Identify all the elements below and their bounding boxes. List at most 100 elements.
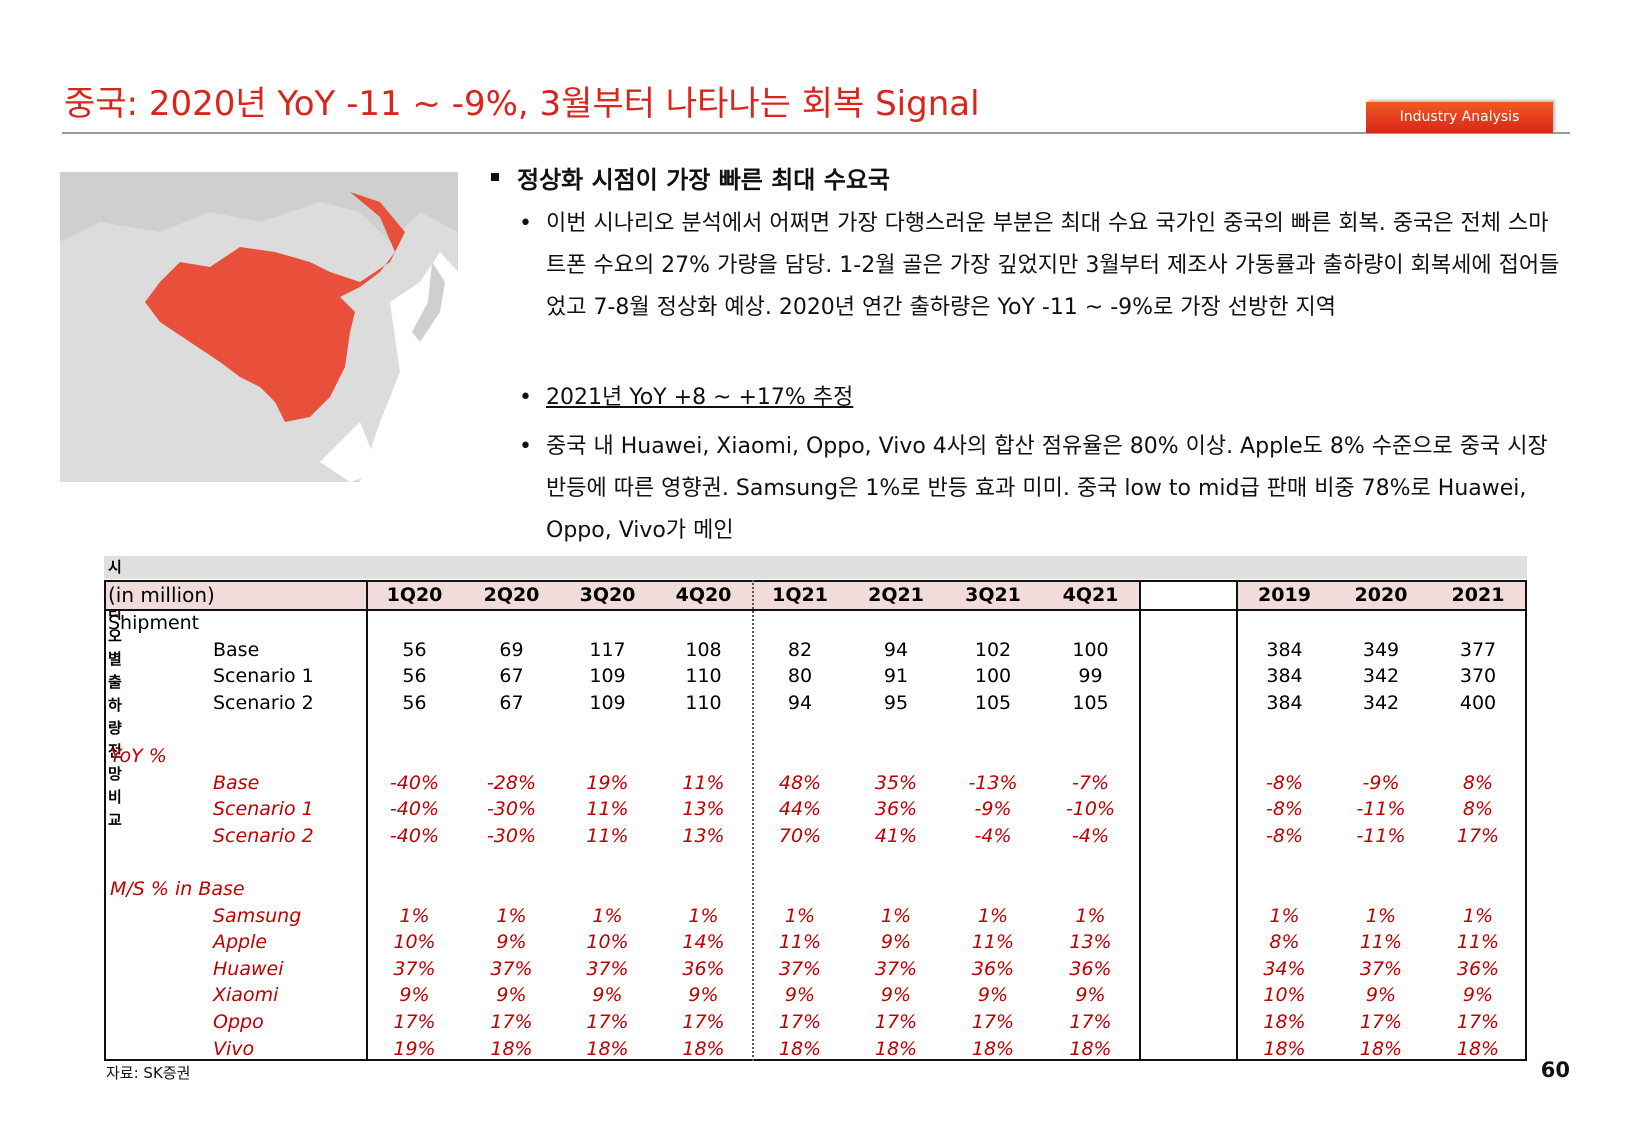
table-cell: 370 xyxy=(1459,665,1497,688)
table-cell: -8% xyxy=(1266,798,1303,821)
table-cell: 384 xyxy=(1266,665,1303,688)
table-cell: 10% xyxy=(586,931,629,954)
table-caption: 시나리오별 출하량 전망 비교 xyxy=(108,558,122,829)
table-cell: 48% xyxy=(778,771,822,794)
column-header: 2019 xyxy=(1258,584,1311,606)
column-header: 2Q21 xyxy=(868,584,924,606)
table-cell: -11% xyxy=(1356,798,1406,821)
table-cell: 80 xyxy=(787,665,813,688)
table-cell: 1% xyxy=(1365,904,1397,927)
table-cell: -4% xyxy=(1072,824,1109,847)
table-cell: 36% xyxy=(1456,957,1500,980)
table-cell: 18% xyxy=(490,1037,533,1060)
table-cell: 1% xyxy=(784,904,816,927)
table-cell: 13% xyxy=(682,824,725,847)
table-cell: -40% xyxy=(389,824,440,847)
header-bg xyxy=(560,580,655,609)
header-bg xyxy=(104,580,366,609)
column-rule xyxy=(366,580,368,1061)
table-cell: -30% xyxy=(486,798,537,821)
page-number: 60 xyxy=(1540,1058,1570,1082)
header-bg xyxy=(848,580,944,609)
table-cell: 100 xyxy=(974,665,1012,688)
table-cell: 9% xyxy=(496,984,527,1007)
table-cell: 8% xyxy=(1269,931,1300,954)
row-label: Samsung xyxy=(213,904,302,927)
table-cell: 1% xyxy=(1075,904,1106,927)
table-cell: 18% xyxy=(1263,1037,1306,1060)
column-header: 2020 xyxy=(1354,584,1408,606)
header-bg xyxy=(463,580,560,609)
row-label: Base xyxy=(213,638,260,661)
table-cell: 56 xyxy=(402,665,427,688)
table-cell: 1% xyxy=(496,904,527,927)
table-cell: 99 xyxy=(1078,665,1103,688)
table-cell: 109 xyxy=(589,665,626,688)
table-cell: 17% xyxy=(1456,1011,1500,1033)
table-cell: 109 xyxy=(589,691,626,714)
table-cell: 9% xyxy=(592,984,623,1007)
table-cell: -40% xyxy=(389,771,440,794)
table-cell: 11% xyxy=(1359,931,1403,954)
table-cell: 117 xyxy=(589,638,626,661)
row-label: Vivo xyxy=(213,1037,255,1060)
table-cell: 18% xyxy=(971,1037,1015,1060)
header-bg xyxy=(366,580,463,609)
section-title: Shipment xyxy=(108,612,200,634)
bullet-text: 중국 내 Huawei, Xiaomi, Oppo, Vivo 4사의 합산 점… xyxy=(546,434,1548,543)
section-title: M/S % in Base xyxy=(110,878,245,900)
table-cell: -28% xyxy=(486,771,537,794)
column-header: 1Q20 xyxy=(386,584,443,606)
bullet-dot: • xyxy=(519,434,532,459)
table-cell: 70% xyxy=(778,824,822,847)
table-cell: 18% xyxy=(682,1037,725,1060)
table-cell: 1% xyxy=(592,904,623,927)
column-header: 2021 xyxy=(1451,584,1505,606)
table-cell: 9% xyxy=(880,984,912,1007)
section-heading: 정상화 시점이 가장 빠른 최대 수요국 xyxy=(517,166,890,194)
table-cell: 11% xyxy=(586,798,629,821)
table-cell: -13% xyxy=(968,771,1018,794)
column-header: 3Q20 xyxy=(579,584,636,606)
table-cell: 384 xyxy=(1266,691,1303,714)
table-cell: 37% xyxy=(778,957,822,980)
table-border xyxy=(104,580,1527,1061)
table-cell: 17% xyxy=(490,1011,533,1033)
table-cell: -4% xyxy=(974,824,1012,847)
unit-label: (in million) xyxy=(108,583,215,607)
table-cell: -30% xyxy=(486,824,537,847)
header-bg xyxy=(1333,580,1429,609)
table-cell: 100 xyxy=(1072,638,1109,661)
table-cell: 102 xyxy=(974,638,1012,661)
table-cell: 1% xyxy=(880,904,912,927)
table-cell: 9% xyxy=(1075,984,1106,1007)
table-cell: 36% xyxy=(971,957,1015,980)
column-header: 4Q21 xyxy=(1062,584,1119,606)
table-cell: 11% xyxy=(682,771,725,794)
bullet-dot: • xyxy=(519,211,532,236)
table-cell: 9% xyxy=(496,931,527,954)
table-cell: 17% xyxy=(1069,1011,1112,1033)
table-cell: 10% xyxy=(1263,984,1306,1007)
table-cell: 9% xyxy=(399,984,430,1007)
table-cell: 56 xyxy=(402,638,427,661)
table-cell: 82 xyxy=(787,638,813,661)
table-cell: 18% xyxy=(586,1037,629,1060)
table-cell: 9% xyxy=(688,984,719,1007)
table-cell: 67 xyxy=(499,665,524,688)
section-title: YoY % xyxy=(110,745,167,767)
table-cell: 69 xyxy=(499,638,524,661)
table-cell: 1% xyxy=(688,904,719,927)
table-cell: 13% xyxy=(1069,931,1112,954)
bullet-text: 2021년 YoY +8 ~ +17% 추정 xyxy=(546,385,854,410)
table-cell: 36% xyxy=(1069,957,1112,980)
table-cell: -11% xyxy=(1356,824,1406,847)
table-cell: 11% xyxy=(971,931,1015,954)
bullet-dot: • xyxy=(519,385,532,410)
table-cell: 19% xyxy=(393,1037,436,1060)
bullet-text: 이번 시나리오 분석에서 어쩌면 가장 다행스러운 부분은 최대 수요 국가인 … xyxy=(546,211,1560,320)
table-cell: 110 xyxy=(685,691,722,714)
table-cell: 108 xyxy=(685,638,722,661)
row-label: Scenario 1 xyxy=(213,665,314,688)
